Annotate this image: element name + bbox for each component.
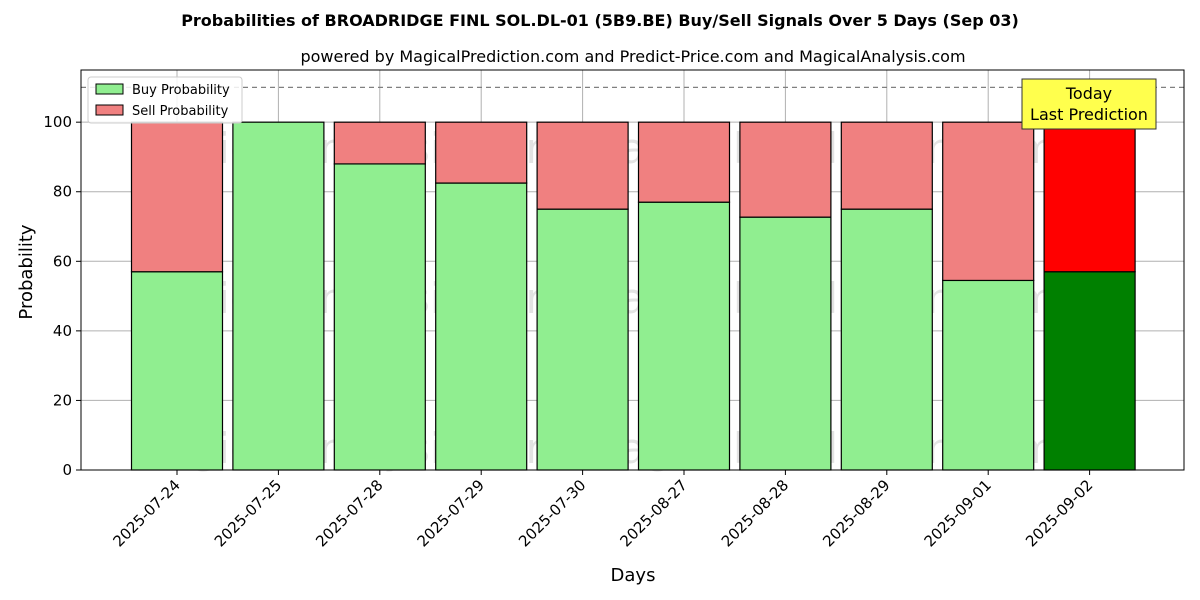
today-annotation: Today Last Prediction — [1021, 78, 1157, 130]
x-tick-label: 2025-08-29 — [819, 476, 893, 550]
sell-bar — [637, 121, 731, 203]
buy-bar — [130, 271, 224, 471]
y-tick-label: 20 — [53, 391, 72, 409]
buy-bar — [840, 208, 933, 471]
buy-bar — [739, 216, 832, 471]
legend-label: Sell Probability — [132, 104, 229, 119]
x-tick-label: 2025-07-24 — [109, 476, 183, 550]
legend-label: Buy Probability — [132, 83, 230, 98]
sell-bar — [739, 121, 832, 218]
x-tick-label: 2025-07-29 — [414, 476, 488, 550]
x-axis-label: Days — [611, 565, 656, 586]
annotation-box — [1021, 78, 1157, 130]
sell-bar — [333, 121, 426, 165]
buy-bar — [536, 208, 629, 471]
legend: Buy Probability Sell Probability — [87, 76, 243, 124]
buy-bar — [637, 201, 731, 471]
buy-bar — [232, 121, 325, 471]
y-tick-label: 0 — [62, 461, 72, 479]
axes — [80, 69, 1185, 471]
buy-bar — [1043, 271, 1136, 471]
buy-bar — [333, 163, 426, 471]
x-tick-label: 2025-07-30 — [515, 476, 589, 550]
annotation-text: Today — [1065, 84, 1112, 103]
annotation-text: Last Prediction — [1030, 105, 1148, 124]
sell-bar — [942, 121, 1035, 282]
y-tick-label: 60 — [53, 252, 72, 270]
legend-swatch — [95, 83, 124, 95]
legend-box — [87, 76, 243, 124]
chart-title: Probabilities of BROADRIDGE FINL SOL.DL-… — [181, 11, 1019, 30]
y-axis-label: Probability — [16, 224, 37, 319]
x-tick-label: 2025-09-02 — [1022, 476, 1096, 550]
sell-bar — [435, 121, 528, 184]
sell-bar — [840, 121, 933, 210]
legend-swatch — [95, 104, 124, 116]
sell-bar — [536, 121, 629, 210]
x-tick-label: 2025-08-27 — [616, 476, 690, 550]
x-tick-label: 2025-07-28 — [312, 476, 386, 550]
bars — [130, 121, 1136, 471]
sell-bar — [1043, 121, 1136, 273]
sell-bar — [130, 121, 224, 273]
chart-subtitle: powered by MagicalPrediction.com and Pre… — [300, 47, 965, 66]
x-tick-label: 2025-08-28 — [718, 476, 792, 550]
y-tick-label: 40 — [53, 322, 72, 340]
y-tick-label: 100 — [43, 113, 72, 131]
x-tick-label: 2025-07-25 — [211, 476, 285, 550]
x-tick-label: 2025-09-01 — [921, 476, 995, 550]
buy-bar — [942, 279, 1035, 471]
y-tick-label: 80 — [53, 183, 72, 201]
buy-bar — [435, 182, 528, 471]
plot-frame — [80, 69, 1185, 471]
